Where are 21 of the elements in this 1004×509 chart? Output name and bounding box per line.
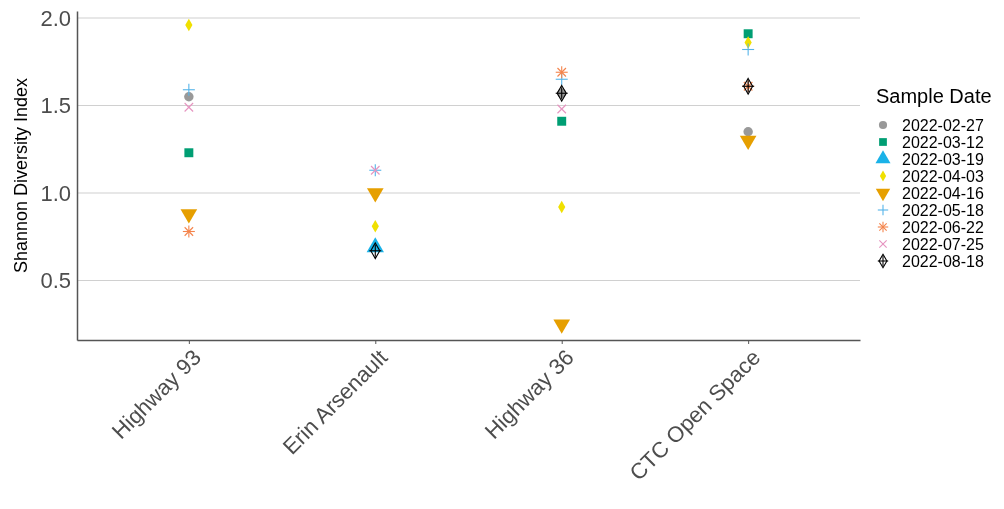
legend-label: 2022-04-03 xyxy=(902,168,984,185)
point xyxy=(557,116,567,126)
y-axis-title: Shannon Diversity Index xyxy=(11,77,31,274)
y-tick-label: 1.0 xyxy=(40,180,71,206)
legend-label: 2022-03-19 xyxy=(902,151,984,168)
legend-label: 2022-04-16 xyxy=(902,185,984,202)
point xyxy=(184,148,194,158)
point xyxy=(743,127,753,137)
legend-label: 2022-07-25 xyxy=(902,236,984,253)
y-tick-label: 1.5 xyxy=(40,93,71,119)
legend-label: 2022-06-22 xyxy=(902,219,984,236)
legend-label: 2022-02-27 xyxy=(902,117,984,134)
legend-title: Sample Date xyxy=(876,85,992,107)
legend-label: 2022-05-18 xyxy=(902,202,984,219)
point xyxy=(368,242,382,260)
y-tick-label: 0.5 xyxy=(40,268,71,294)
legend-label: 2022-08-18 xyxy=(902,253,984,270)
point xyxy=(553,319,571,334)
y-tick-label: 2.0 xyxy=(40,5,71,31)
point xyxy=(743,29,753,39)
legend-label: 2022-03-12 xyxy=(902,134,984,151)
